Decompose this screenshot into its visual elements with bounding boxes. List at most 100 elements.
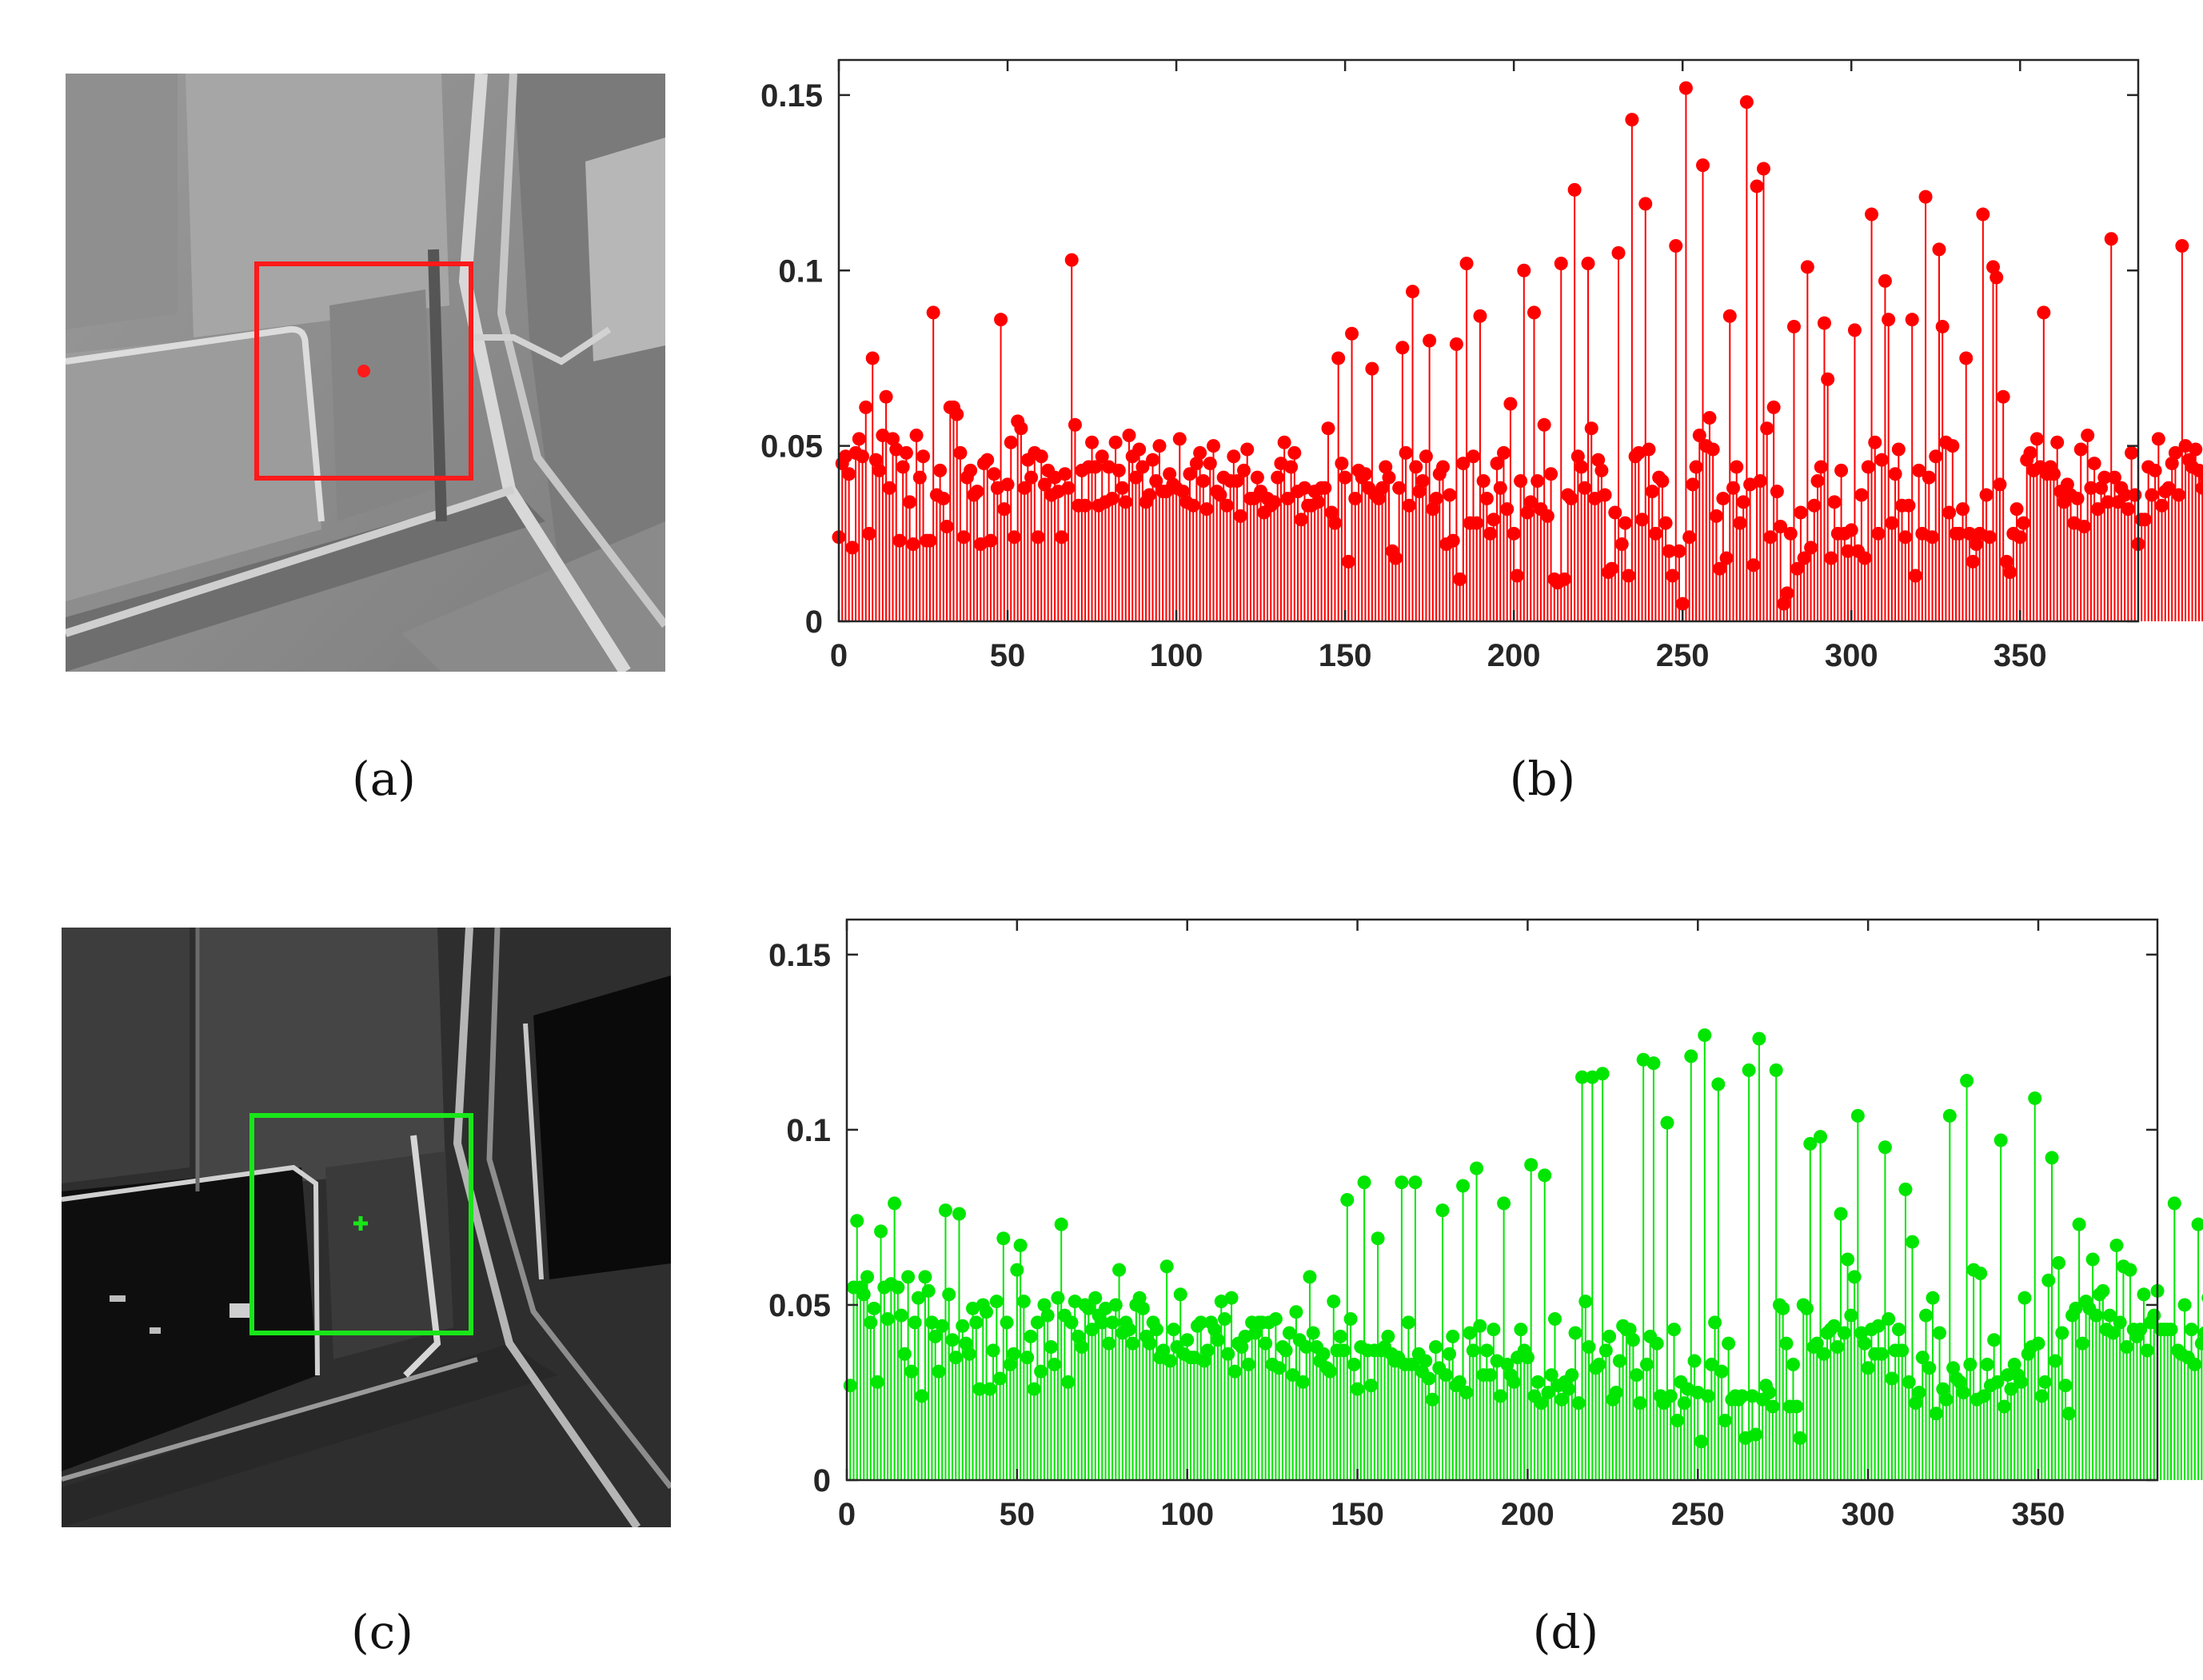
stem-marker — [1463, 1326, 1477, 1340]
stem-marker — [1214, 1295, 1228, 1309]
stem-marker — [1295, 1375, 1310, 1389]
red-window-box — [254, 261, 473, 481]
stem-marker — [1562, 1382, 1576, 1396]
stem-marker — [1993, 1133, 2008, 1147]
stem-marker — [1935, 319, 1950, 333]
stem-marker — [1719, 551, 1734, 565]
stem-marker — [1570, 449, 1585, 464]
stem-marker — [1837, 1326, 1851, 1340]
y-tick-label: 0 — [805, 605, 823, 640]
stem-marker — [2048, 1354, 2062, 1368]
stem-marker — [1582, 1340, 1596, 1355]
stem-marker — [2165, 457, 2179, 471]
stem-marker — [1655, 474, 1670, 488]
stem-marker — [1203, 457, 1217, 471]
stem-marker — [986, 1343, 1000, 1358]
stem-marker — [1132, 1291, 1147, 1305]
stem-marker — [994, 313, 1008, 327]
stem-marker — [2089, 1308, 2103, 1323]
stem-marker — [993, 1371, 1008, 1386]
stem-marker — [2189, 442, 2203, 457]
stem-marker — [942, 1287, 956, 1302]
stem-marker — [1412, 485, 1427, 499]
stem-marker — [1221, 1347, 1235, 1361]
stem-marker — [2121, 502, 2135, 517]
stem-marker — [2107, 470, 2121, 485]
stem-marker — [1614, 537, 1629, 551]
stem-marker — [1874, 453, 1889, 467]
stem-marker — [1135, 460, 1150, 474]
stem-marker — [1392, 481, 1407, 495]
stem-marker — [1926, 530, 1940, 545]
stem-marker — [1738, 1431, 1753, 1445]
stem-marker — [1240, 442, 1255, 457]
stem-marker — [1567, 182, 1582, 197]
stem-marker — [933, 463, 948, 477]
stem-marker — [1966, 554, 1980, 569]
stem-marker — [1708, 1315, 1722, 1330]
stem-marker — [1277, 435, 1291, 449]
stem-marker — [1960, 1074, 1974, 1088]
stem-marker — [1200, 1343, 1215, 1358]
stem-marker — [2017, 1291, 2032, 1305]
stem-marker — [1299, 1340, 1314, 1355]
stem-marker — [2109, 1238, 2124, 1252]
stem-marker — [868, 453, 883, 467]
stem-marker — [1766, 400, 1781, 414]
y-tick-label: 0.1 — [778, 253, 823, 289]
stem-marker — [2140, 1343, 2154, 1358]
stem-marker — [1381, 1329, 1395, 1343]
stem-marker — [1395, 341, 1410, 355]
stem-marker — [2161, 481, 2176, 495]
stem-marker — [1650, 1336, 1664, 1351]
stem-marker — [2052, 1255, 2066, 1270]
stem-marker — [916, 449, 931, 464]
stem-marker — [1638, 197, 1653, 211]
stem-marker — [1048, 1357, 1062, 1371]
stem-marker — [997, 502, 1012, 517]
stem-marker — [1379, 460, 1393, 474]
stem-marker — [1282, 1326, 1296, 1340]
stem-marker — [1774, 520, 1788, 534]
stem-marker — [1956, 502, 1970, 517]
stem-marker — [1622, 569, 1636, 583]
stem-marker — [1128, 470, 1143, 485]
stem-marker — [1327, 1295, 1341, 1309]
stem-marker — [1760, 421, 1774, 436]
stem-marker — [924, 1315, 939, 1330]
stem-marker — [1807, 498, 1822, 513]
stem-marker — [1756, 162, 1770, 176]
stem-marker — [1088, 1291, 1103, 1305]
stem-marker — [864, 1315, 878, 1330]
stem-marker — [1524, 1158, 1539, 1172]
stem-marker — [1605, 561, 1619, 576]
image-c — [62, 928, 671, 1527]
stem-marker — [1602, 1329, 1617, 1343]
stem-marker — [1456, 1179, 1471, 1193]
stem-marker — [1568, 1326, 1582, 1340]
stem-marker — [2009, 502, 2024, 517]
stem-marker — [1847, 323, 1862, 337]
stem-marker — [1933, 1326, 1947, 1340]
stem-marker — [2137, 1287, 2151, 1302]
stem-marker — [2037, 305, 2051, 320]
stem-marker — [1959, 351, 1974, 365]
stem-marker — [2145, 488, 2159, 502]
stem-marker — [1803, 1136, 1818, 1151]
stem-marker — [1479, 491, 1494, 505]
stem-marker — [1591, 453, 1606, 467]
stem-marker — [1211, 1333, 1225, 1347]
stem-marker — [2046, 467, 2061, 481]
stem-marker — [1999, 554, 2013, 569]
stem-marker — [1827, 1319, 1842, 1333]
stem-marker — [882, 481, 896, 495]
stem-marker — [935, 1319, 949, 1333]
stem-marker — [1227, 1364, 1242, 1379]
stem-marker — [1612, 1354, 1626, 1368]
stem-marker — [1915, 1351, 1930, 1365]
stem-marker — [1810, 474, 1825, 488]
stem-marker — [945, 1333, 960, 1347]
x-tick-label: 0 — [830, 638, 848, 673]
stem-marker — [1040, 1308, 1055, 1323]
stem-marker — [891, 1280, 905, 1295]
